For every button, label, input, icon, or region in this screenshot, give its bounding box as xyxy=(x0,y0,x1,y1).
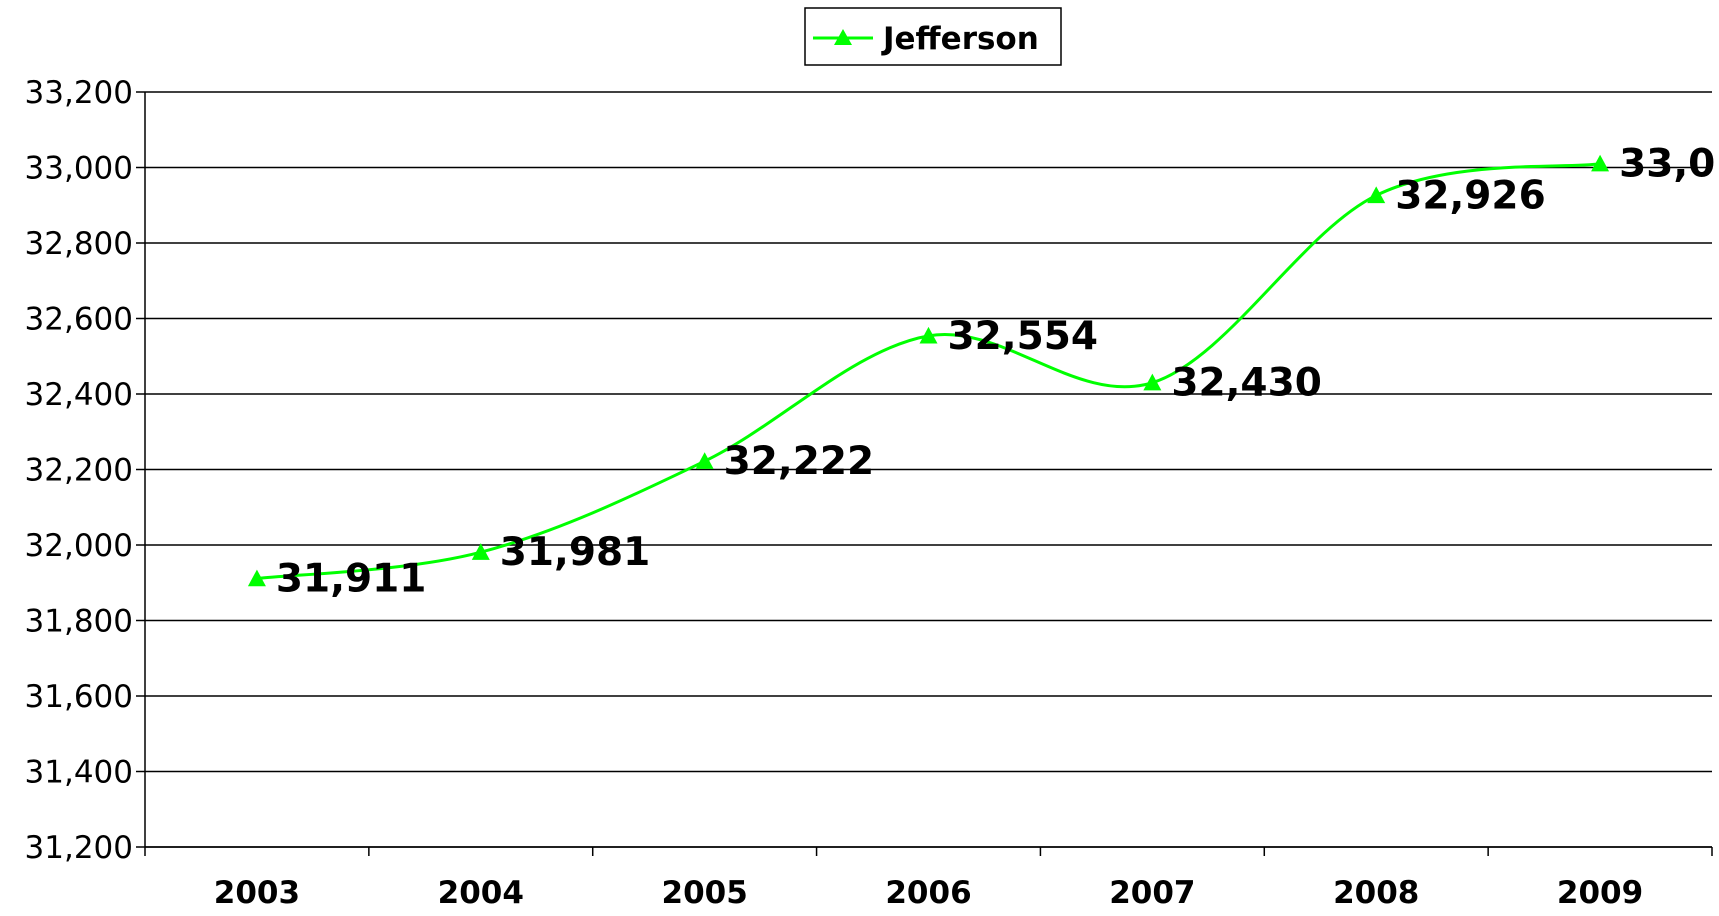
data-point-triangle-icon xyxy=(471,543,490,560)
legend-label: Jefferson xyxy=(881,21,1039,57)
y-tick-labels: 31,200 31,400 31,600 31,800 32,000 32,200 32,4… xyxy=(25,75,133,866)
y-tick-label: 33,200 xyxy=(25,75,133,111)
y-tick-label: 32,600 xyxy=(25,302,133,338)
data-point-triangle-icon xyxy=(1367,186,1386,204)
y-tick-label: 31,600 xyxy=(25,679,133,715)
x-tick-label: 2006 xyxy=(885,875,971,911)
data-labels: 31,911 31,981 32,222 32,554 32,430 32,926 33,0… xyxy=(276,142,1719,602)
x-tick-label: 2009 xyxy=(1557,875,1643,911)
data-label: 32,554 xyxy=(948,314,1099,359)
data-point-triangle-icon xyxy=(1591,154,1610,172)
data-point-triangle-icon xyxy=(695,452,714,469)
x-tick-labels: 2003 2004 2005 2006 2007 2008 2009 xyxy=(214,875,1643,911)
data-label: 32,222 xyxy=(724,439,875,484)
data-label: 31,981 xyxy=(500,530,651,575)
gridlines xyxy=(145,91,1712,848)
legend-triangle-icon xyxy=(834,29,852,45)
y-tick-label: 32,800 xyxy=(25,226,133,262)
y-tick-label: 32,000 xyxy=(25,528,133,564)
x-tick-label: 2007 xyxy=(1109,875,1195,911)
data-label: 32,430 xyxy=(1171,361,1322,406)
data-label: 32,926 xyxy=(1395,173,1546,218)
data-label: 31,911 xyxy=(276,557,427,602)
axes xyxy=(136,91,1713,856)
data-point-triangle-icon xyxy=(1143,373,1162,391)
y-tick-label: 32,200 xyxy=(25,453,133,489)
data-label: 33,010 xyxy=(1619,142,1719,187)
y-tick-label: 31,400 xyxy=(25,755,133,791)
x-tick-label: 2008 xyxy=(1333,875,1419,911)
y-tick-label: 31,200 xyxy=(25,830,133,866)
series xyxy=(247,154,1610,587)
x-tick-label: 2004 xyxy=(438,875,524,911)
data-point-triangle-icon xyxy=(247,569,266,587)
series-line-jefferson xyxy=(256,162,1601,581)
legend: Jefferson xyxy=(804,7,1062,66)
y-tick-label: 33,000 xyxy=(25,151,133,187)
y-tick-label: 32,400 xyxy=(25,377,133,413)
y-tick-label: 31,800 xyxy=(25,604,133,640)
data-point-triangle-icon xyxy=(919,326,938,344)
x-tick-label: 2003 xyxy=(214,875,300,911)
x-tick-label: 2005 xyxy=(662,875,748,911)
